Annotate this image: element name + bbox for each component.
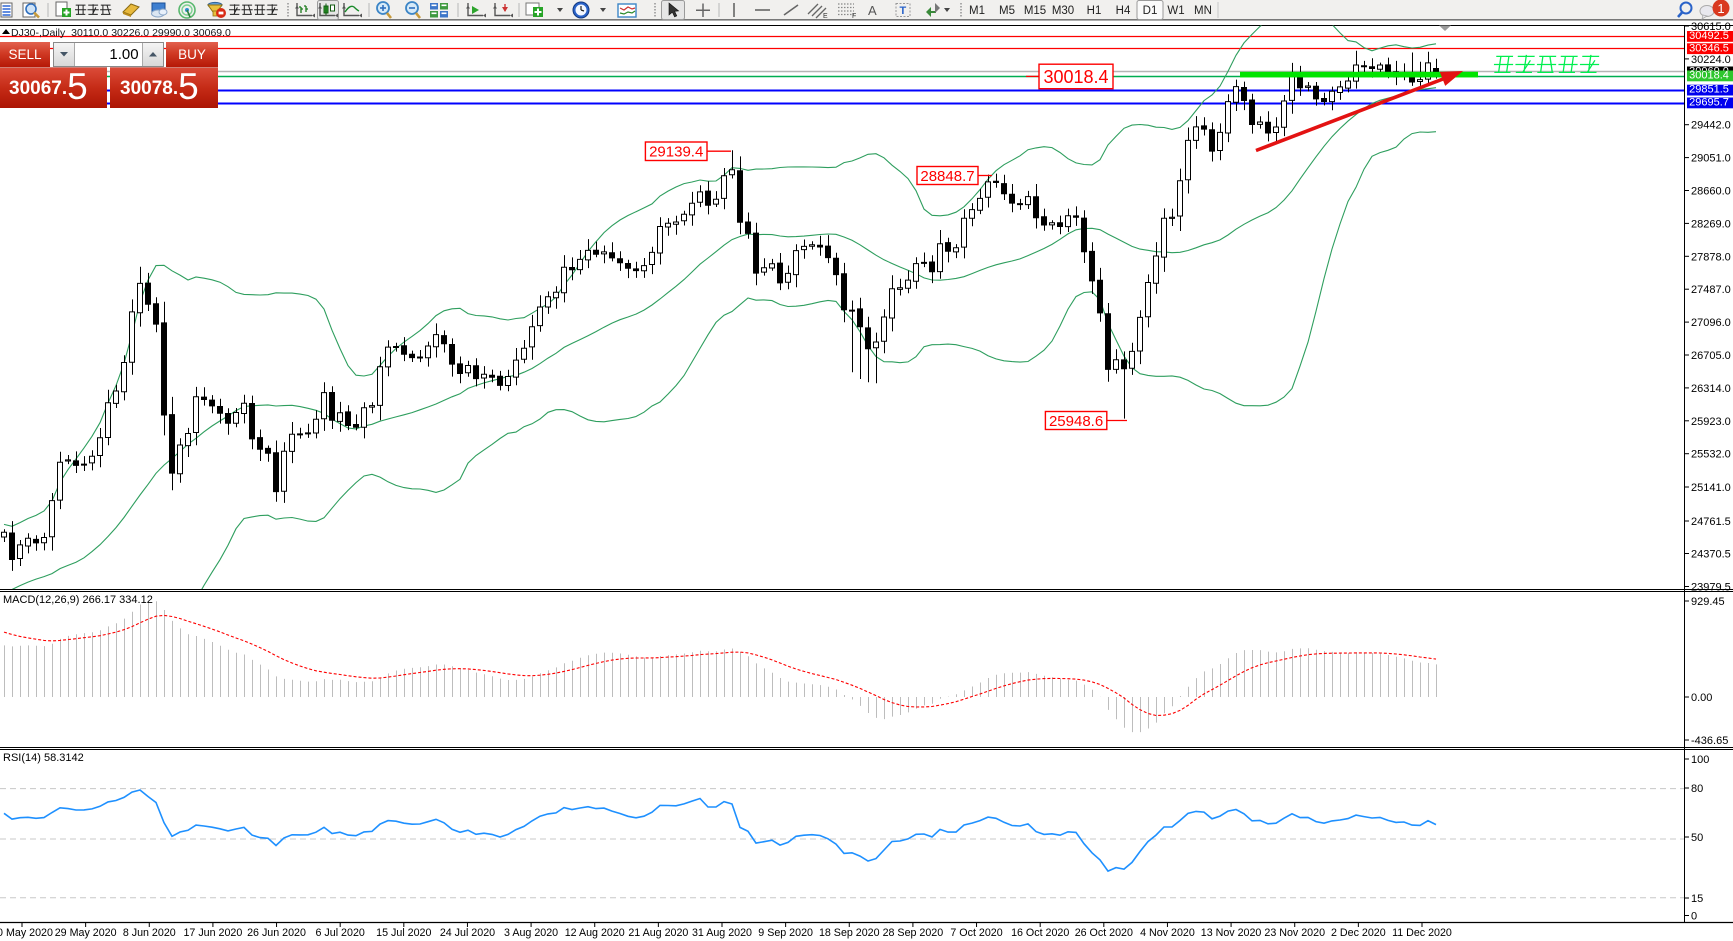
svg-text:21 Aug 2020: 21 Aug 2020	[628, 927, 688, 939]
svg-text:24370.5: 24370.5	[1691, 549, 1731, 561]
svg-text:23 Nov 2020: 23 Nov 2020	[1264, 927, 1325, 939]
svg-text:8 Jun 2020: 8 Jun 2020	[123, 927, 176, 939]
svg-text:24 Jul 2020: 24 Jul 2020	[440, 927, 495, 939]
svg-text:28848.7: 28848.7	[920, 168, 974, 185]
svg-text:D1: D1	[1143, 5, 1158, 17]
svg-text:31 Aug 2020: 31 Aug 2020	[692, 927, 752, 939]
svg-text:50: 50	[1691, 832, 1703, 844]
svg-text:26314.0: 26314.0	[1691, 383, 1731, 395]
svg-text:26 Oct 2020: 26 Oct 2020	[1075, 927, 1133, 939]
svg-text:30492.5: 30492.5	[1689, 30, 1729, 42]
svg-text:13 Nov 2020: 13 Nov 2020	[1201, 927, 1262, 939]
svg-text:RSI(14) 58.3142: RSI(14) 58.3142	[3, 752, 84, 764]
svg-text:0: 0	[1691, 911, 1697, 923]
svg-text:4 Nov 2020: 4 Nov 2020	[1140, 927, 1195, 939]
svg-text:T: T	[900, 5, 907, 17]
svg-text:26 Jun 2020: 26 Jun 2020	[247, 927, 306, 939]
svg-text:29442.0: 29442.0	[1691, 120, 1731, 132]
svg-text:30018.4: 30018.4	[1043, 67, 1108, 87]
svg-text:2 Dec 2020: 2 Dec 2020	[1331, 927, 1386, 939]
svg-text:H1: H1	[1087, 5, 1102, 17]
svg-text:15: 15	[1691, 893, 1703, 905]
svg-text:E: E	[823, 13, 828, 20]
svg-text:30018.4: 30018.4	[1689, 70, 1729, 82]
svg-text:24761.5: 24761.5	[1691, 516, 1731, 528]
svg-text:25923.0: 25923.0	[1691, 416, 1731, 428]
svg-text:F: F	[852, 13, 856, 20]
svg-text:11 Dec 2020: 11 Dec 2020	[1392, 927, 1452, 939]
svg-text:MN: MN	[1194, 5, 1212, 17]
svg-text:W1: W1	[1167, 5, 1184, 17]
svg-text:M15: M15	[1024, 5, 1046, 17]
svg-text:M30: M30	[1052, 5, 1074, 17]
svg-text:25532.0: 25532.0	[1691, 449, 1731, 461]
svg-text:29695.7: 29695.7	[1689, 97, 1729, 109]
svg-text:7 Oct 2020: 7 Oct 2020	[950, 927, 1002, 939]
svg-text:H4: H4	[1116, 5, 1131, 17]
svg-text:29851.5: 29851.5	[1689, 84, 1729, 96]
svg-text:M5: M5	[999, 5, 1015, 17]
svg-text:0.00: 0.00	[1691, 692, 1712, 704]
svg-text:28660.0: 28660.0	[1691, 186, 1731, 198]
svg-text:29139.4: 29139.4	[649, 144, 703, 161]
svg-text:27878.0: 27878.0	[1691, 251, 1731, 263]
svg-text:100: 100	[1691, 754, 1709, 766]
svg-text:23979.5: 23979.5	[1691, 582, 1731, 594]
svg-text:25948.6: 25948.6	[1049, 413, 1103, 430]
svg-text:30346.5: 30346.5	[1689, 42, 1729, 54]
svg-text:80: 80	[1691, 783, 1703, 795]
svg-text:25141.0: 25141.0	[1691, 482, 1731, 494]
svg-text:28 Sep 2020: 28 Sep 2020	[883, 927, 944, 939]
svg-text:27096.0: 27096.0	[1691, 317, 1731, 329]
svg-text:20 May 2020: 20 May 2020	[0, 927, 53, 939]
svg-text:27487.0: 27487.0	[1691, 284, 1731, 296]
svg-text:9 Sep 2020: 9 Sep 2020	[758, 927, 813, 939]
svg-text:15 Jul 2020: 15 Jul 2020	[376, 927, 431, 939]
svg-text:17 Jun 2020: 17 Jun 2020	[183, 927, 242, 939]
svg-text:12 Aug 2020: 12 Aug 2020	[565, 927, 625, 939]
svg-text:M1: M1	[969, 5, 985, 17]
svg-text:MACD(12,26,9) 266.17 334.12: MACD(12,26,9) 266.17 334.12	[3, 594, 153, 606]
svg-text:18 Sep 2020: 18 Sep 2020	[819, 927, 880, 939]
svg-text:16 Oct 2020: 16 Oct 2020	[1011, 927, 1069, 939]
svg-text:-436.65: -436.65	[1691, 735, 1728, 747]
svg-text:29051.0: 29051.0	[1691, 153, 1731, 165]
svg-text:6 Jul 2020: 6 Jul 2020	[316, 927, 365, 939]
svg-text:929.45: 929.45	[1691, 596, 1725, 608]
svg-text:30615.0: 30615.0	[1691, 21, 1731, 33]
svg-text:28269.0: 28269.0	[1691, 218, 1731, 230]
svg-text:30224.0: 30224.0	[1691, 54, 1731, 66]
svg-text:29 May 2020: 29 May 2020	[55, 927, 117, 939]
svg-text:A: A	[868, 3, 877, 18]
svg-text:3 Aug 2020: 3 Aug 2020	[504, 927, 558, 939]
svg-text:1: 1	[1717, 1, 1724, 16]
svg-text:26705.0: 26705.0	[1691, 350, 1731, 362]
